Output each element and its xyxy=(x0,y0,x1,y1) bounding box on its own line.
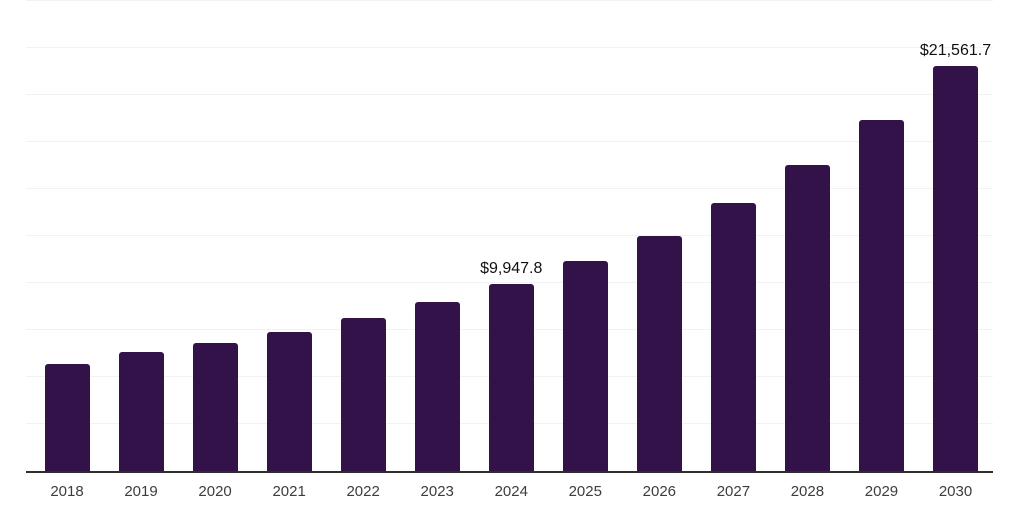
x-tick-label-2026: 2026 xyxy=(642,483,677,500)
gridline xyxy=(26,235,993,236)
x-tick-label-2020: 2020 xyxy=(198,483,232,500)
bar-2023 xyxy=(414,301,460,471)
bar-2021 xyxy=(266,332,312,471)
x-axis-line xyxy=(26,471,993,473)
bar-2020 xyxy=(192,343,238,471)
gridline xyxy=(26,188,993,189)
x-tick-label-2029: 2029 xyxy=(864,483,899,500)
bar-2030 xyxy=(933,65,978,471)
x-tick-label-2028: 2028 xyxy=(790,483,825,500)
value-label-2024: $9,947.8 xyxy=(480,259,543,277)
x-tick-label-2019: 2019 xyxy=(124,483,158,500)
bar-2018 xyxy=(44,364,90,471)
bar-2022 xyxy=(340,318,386,471)
x-tick-label-2024: 2024 xyxy=(494,483,528,500)
gridline xyxy=(26,282,993,283)
gridline xyxy=(26,0,993,1)
bar-2025 xyxy=(562,261,608,471)
x-tick-label-2025: 2025 xyxy=(568,483,602,500)
x-tick-label-2027: 2027 xyxy=(716,483,751,500)
bar-2024 xyxy=(488,283,534,471)
gridline xyxy=(26,94,993,95)
bar-2026 xyxy=(636,235,682,471)
x-tick-label-2021: 2021 xyxy=(272,483,306,500)
bar-2028 xyxy=(784,165,830,471)
x-tick-label-2018: 2018 xyxy=(50,483,84,500)
gridline xyxy=(26,47,993,48)
bar-2029 xyxy=(858,120,904,471)
bar-2027 xyxy=(710,203,756,471)
x-tick-label-2023: 2023 xyxy=(420,483,454,500)
value-label-2030: $21,561.7 xyxy=(919,41,992,59)
x-tick-label-2030: 2030 xyxy=(938,483,973,500)
bar-2019 xyxy=(118,352,164,471)
x-tick-label-2022: 2022 xyxy=(346,483,380,500)
gridline xyxy=(26,141,993,142)
plot-area: $9,947.8 $21,561.7 xyxy=(26,0,993,473)
